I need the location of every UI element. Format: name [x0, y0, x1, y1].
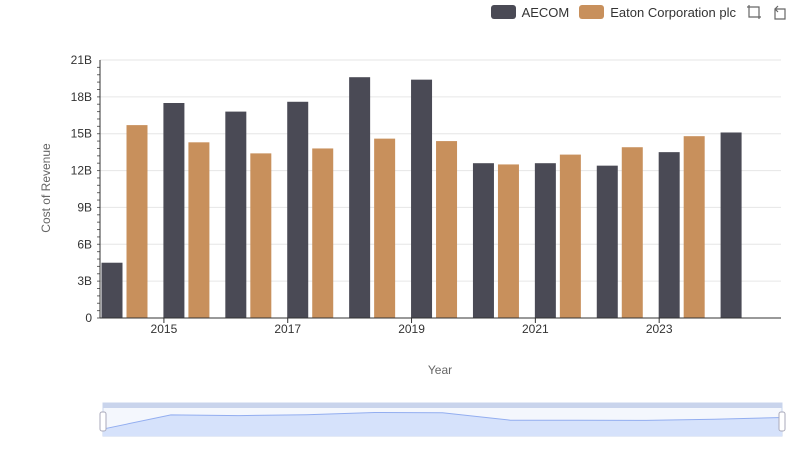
- legend: AECOM Eaton Corporation plc: [490, 4, 788, 20]
- bar-eaton-2022[interactable]: [621, 147, 643, 318]
- bar-aecom-2024[interactable]: [720, 132, 742, 318]
- legend-swatch-aecom: [490, 5, 516, 19]
- zoom-select-icon[interactable]: [746, 4, 762, 20]
- y-tick-label: 21B: [71, 53, 92, 67]
- y-tick-label: 12B: [71, 164, 92, 178]
- y-axis-title: Cost of Revenue: [39, 143, 53, 233]
- x-tick-label: 2019: [398, 322, 425, 336]
- y-tick-label: 3B: [77, 274, 92, 288]
- bar-eaton-2021[interactable]: [559, 154, 581, 318]
- bar-aecom-2014[interactable]: [101, 262, 123, 318]
- bar-eaton-2019[interactable]: [436, 141, 458, 318]
- bar-eaton-2018[interactable]: [374, 138, 396, 318]
- slider-top-bar[interactable]: [103, 403, 782, 408]
- bar-eaton-2014[interactable]: [126, 125, 148, 318]
- slider-handle-right[interactable]: [778, 411, 786, 432]
- legend-item-aecom[interactable]: AECOM: [490, 4, 570, 20]
- bar-eaton-2017[interactable]: [312, 148, 334, 318]
- slider-handle-left[interactable]: [99, 411, 107, 432]
- bar-eaton-2015[interactable]: [188, 142, 210, 318]
- x-tick-label: 2017: [274, 322, 301, 336]
- legend-item-eaton[interactable]: Eaton Corporation plc: [579, 5, 736, 20]
- bar-eaton-2016[interactable]: [250, 153, 272, 318]
- slider-line: [102, 412, 783, 430]
- bar-aecom-2020[interactable]: [472, 163, 494, 318]
- y-tick-label: 0: [85, 311, 92, 325]
- bars-group: [101, 77, 742, 319]
- y-tick-label: 9B: [77, 200, 92, 214]
- legend-label-eaton: Eaton Corporation plc: [610, 4, 736, 20]
- bar-aecom-2023[interactable]: [658, 152, 680, 318]
- bar-aecom-2022[interactable]: [596, 165, 618, 318]
- zoom-slider[interactable]: [99, 402, 786, 437]
- axes-group: 0 3B 6B 9B 12B 15B 18B 21B 2015 2017 2019 2021 2023: [71, 53, 781, 336]
- y-tick-label: 18B: [71, 90, 92, 104]
- y-tick-label: 6B: [77, 237, 92, 251]
- x-tick-label: 2021: [522, 322, 549, 336]
- x-tick-label: 2023: [646, 322, 673, 336]
- slider-area: [103, 412, 782, 436]
- bar-aecom-2016[interactable]: [225, 111, 247, 318]
- bar-eaton-2023[interactable]: [683, 136, 705, 318]
- x-tick-label: 2015: [151, 322, 178, 336]
- bar-aecom-2015[interactable]: [163, 103, 185, 318]
- bar-aecom-2019[interactable]: [411, 79, 433, 319]
- y-tick-label: 15B: [71, 127, 92, 141]
- legend-swatch-eaton: [579, 5, 605, 19]
- x-axis-title: Year: [427, 363, 453, 377]
- legend-label-aecom: AECOM: [521, 4, 570, 20]
- restore-icon[interactable]: [772, 4, 788, 20]
- bar-aecom-2021[interactable]: [534, 163, 556, 318]
- bar-aecom-2018[interactable]: [349, 77, 371, 318]
- bar-aecom-2017[interactable]: [287, 101, 309, 319]
- bar-eaton-2020[interactable]: [497, 164, 519, 318]
